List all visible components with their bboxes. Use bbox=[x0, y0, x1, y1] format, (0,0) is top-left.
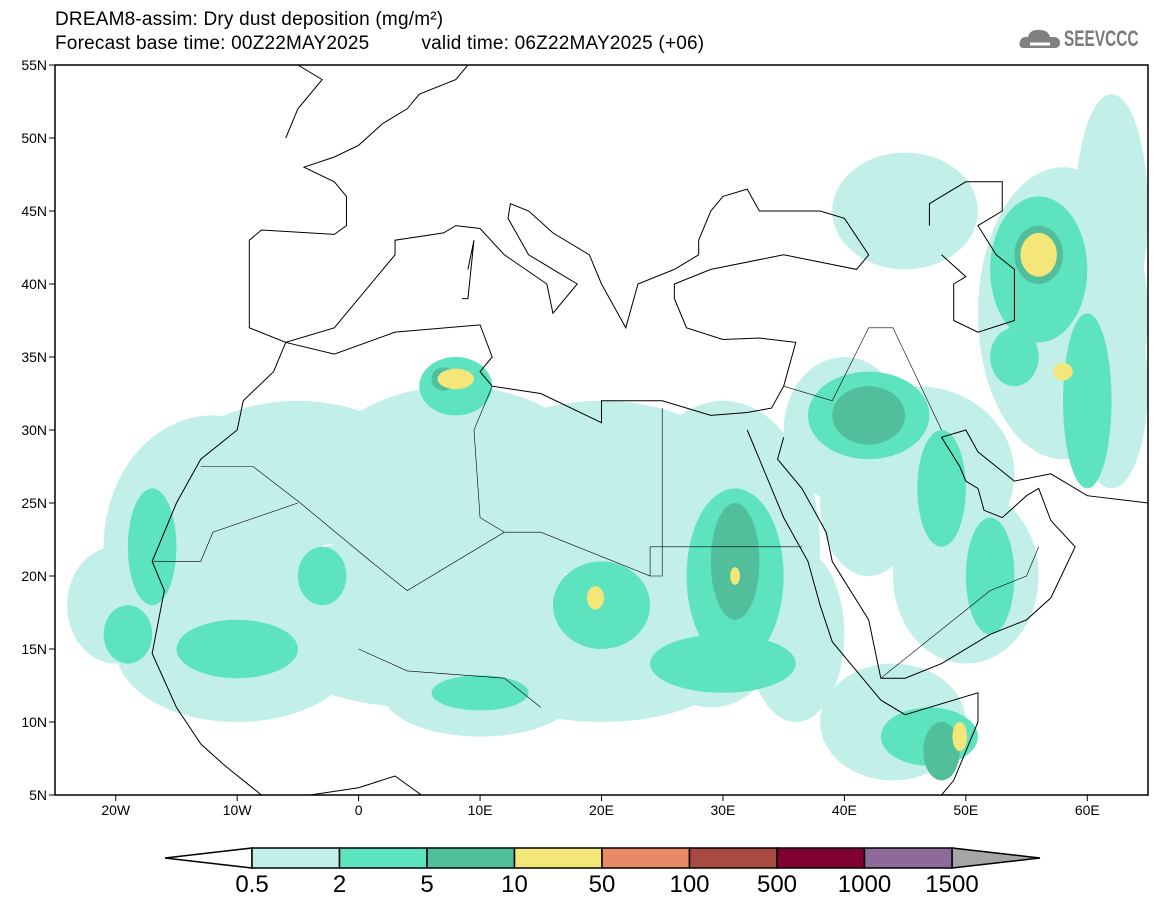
lon-label: 10E bbox=[468, 802, 493, 818]
dust-contour-level-3 bbox=[1020, 232, 1057, 277]
map-subtitle: Forecast base time: 00Z22MAY2025 valid ti… bbox=[55, 33, 704, 55]
colorbar-label: 100 bbox=[669, 871, 709, 898]
colorbar-label: 500 bbox=[757, 871, 797, 898]
lat-label: 30N bbox=[21, 422, 47, 438]
lat-label: 10N bbox=[21, 714, 47, 730]
colorbar-under-arrow bbox=[164, 847, 253, 869]
colorbar-swatch bbox=[688, 847, 778, 869]
dust-contour-level-1 bbox=[917, 430, 966, 547]
country-border bbox=[650, 408, 663, 577]
dust-contour-level-3 bbox=[730, 567, 740, 585]
logo-text: SEEVCCC bbox=[1064, 26, 1139, 51]
valid-time: valid time: 06Z22MAY2025 (+06) bbox=[421, 33, 705, 54]
colorbar-swatch bbox=[251, 847, 341, 869]
dust-contour-level-3 bbox=[952, 722, 968, 752]
colorbar-swatch bbox=[513, 847, 603, 869]
colorbar-label: 10 bbox=[501, 871, 528, 898]
lat-label: 5N bbox=[29, 787, 47, 803]
dust-contour-level-2 bbox=[710, 503, 760, 620]
colorbar-swatch bbox=[601, 847, 691, 869]
country-border bbox=[358, 648, 541, 708]
colorbar-label: 50 bbox=[589, 871, 616, 898]
lat-label: 20N bbox=[21, 568, 47, 584]
lat-label: 50N bbox=[21, 130, 47, 146]
dust-contour-level-3 bbox=[437, 368, 474, 390]
colorbar: 0.5 2 5 10 50 100 500 1000 1500 bbox=[164, 847, 1041, 898]
cloud-icon bbox=[1019, 29, 1060, 48]
map-title: DREAM8-assim: Dry dust deposition (mg/m²… bbox=[55, 9, 444, 30]
dust-contour-level-1 bbox=[297, 546, 347, 606]
dust-contour-level-1 bbox=[965, 517, 1015, 635]
colorbar-swatch bbox=[426, 847, 516, 869]
dust-contour-level-2 bbox=[923, 722, 960, 781]
country-border bbox=[783, 327, 942, 431]
dust-contour-level-3 bbox=[1053, 362, 1073, 381]
country-border bbox=[152, 502, 298, 562]
colorbar-label: 2 bbox=[333, 871, 346, 898]
lon-label: 20E bbox=[589, 802, 614, 818]
map-axes: 55N 50N 45N 40N 35N 30N 25N 20N 15N 10N 5N 20W 10W 0 1… bbox=[21, 57, 1099, 818]
lon-label: 40E bbox=[832, 802, 857, 818]
dust-contour-level-0 bbox=[1075, 94, 1148, 328]
lat-label: 55N bbox=[21, 57, 47, 73]
coastline bbox=[746, 429, 979, 795]
lon-label: 10W bbox=[223, 802, 253, 818]
dust-contour-level-0 bbox=[820, 430, 918, 576]
dust-contour-level-1 bbox=[650, 634, 796, 693]
colorbar-swatch bbox=[863, 847, 953, 869]
coastline bbox=[461, 240, 475, 300]
coastline bbox=[248, 65, 675, 343]
lon-label: 20W bbox=[101, 802, 131, 818]
colorbar-label: 1500 bbox=[925, 871, 978, 898]
colorbar-swatch bbox=[338, 847, 428, 869]
dust-deposition-field bbox=[67, 94, 1148, 781]
coastline bbox=[777, 429, 1148, 679]
dust-contour-level-1 bbox=[990, 327, 1039, 387]
country-border bbox=[473, 386, 505, 533]
lat-label: 40N bbox=[21, 276, 47, 292]
coastline bbox=[151, 188, 870, 795]
lon-label: 50E bbox=[953, 802, 978, 818]
base-time: Forecast base time: 00Z22MAY2025 bbox=[55, 33, 370, 54]
seevccc-logo: SEEVCCC bbox=[1018, 26, 1165, 52]
colorbar-label: 1000 bbox=[838, 871, 891, 898]
lon-label: 0 bbox=[355, 802, 363, 818]
dust-contour-level-2 bbox=[832, 386, 906, 445]
lat-label: 35N bbox=[21, 349, 47, 365]
lat-label: 45N bbox=[21, 203, 47, 219]
colorbar-label: 0.5 bbox=[235, 871, 268, 898]
colorbar-label: 5 bbox=[420, 871, 433, 898]
coastline bbox=[928, 181, 1015, 333]
coastlines bbox=[151, 65, 1148, 795]
country-border bbox=[880, 546, 1039, 679]
dust-contour-level-1 bbox=[431, 675, 529, 711]
lat-label: 15N bbox=[21, 641, 47, 657]
dust-contour-level-1 bbox=[1062, 313, 1112, 489]
dust-contour-level-1 bbox=[103, 605, 153, 664]
lat-label: 25N bbox=[21, 495, 47, 511]
dust-contour-level-1 bbox=[127, 488, 177, 606]
colorbar-over-arrow bbox=[951, 847, 1041, 869]
colorbar-swatch bbox=[776, 847, 866, 869]
coastline bbox=[285, 65, 323, 139]
dust-contour-level-3 bbox=[586, 586, 604, 610]
dust-contour-level-0 bbox=[832, 152, 978, 270]
lon-label: 30E bbox=[710, 802, 735, 818]
lon-label: 60E bbox=[1075, 802, 1100, 818]
coastline bbox=[261, 775, 469, 795]
dust-contour-level-1 bbox=[176, 619, 298, 679]
